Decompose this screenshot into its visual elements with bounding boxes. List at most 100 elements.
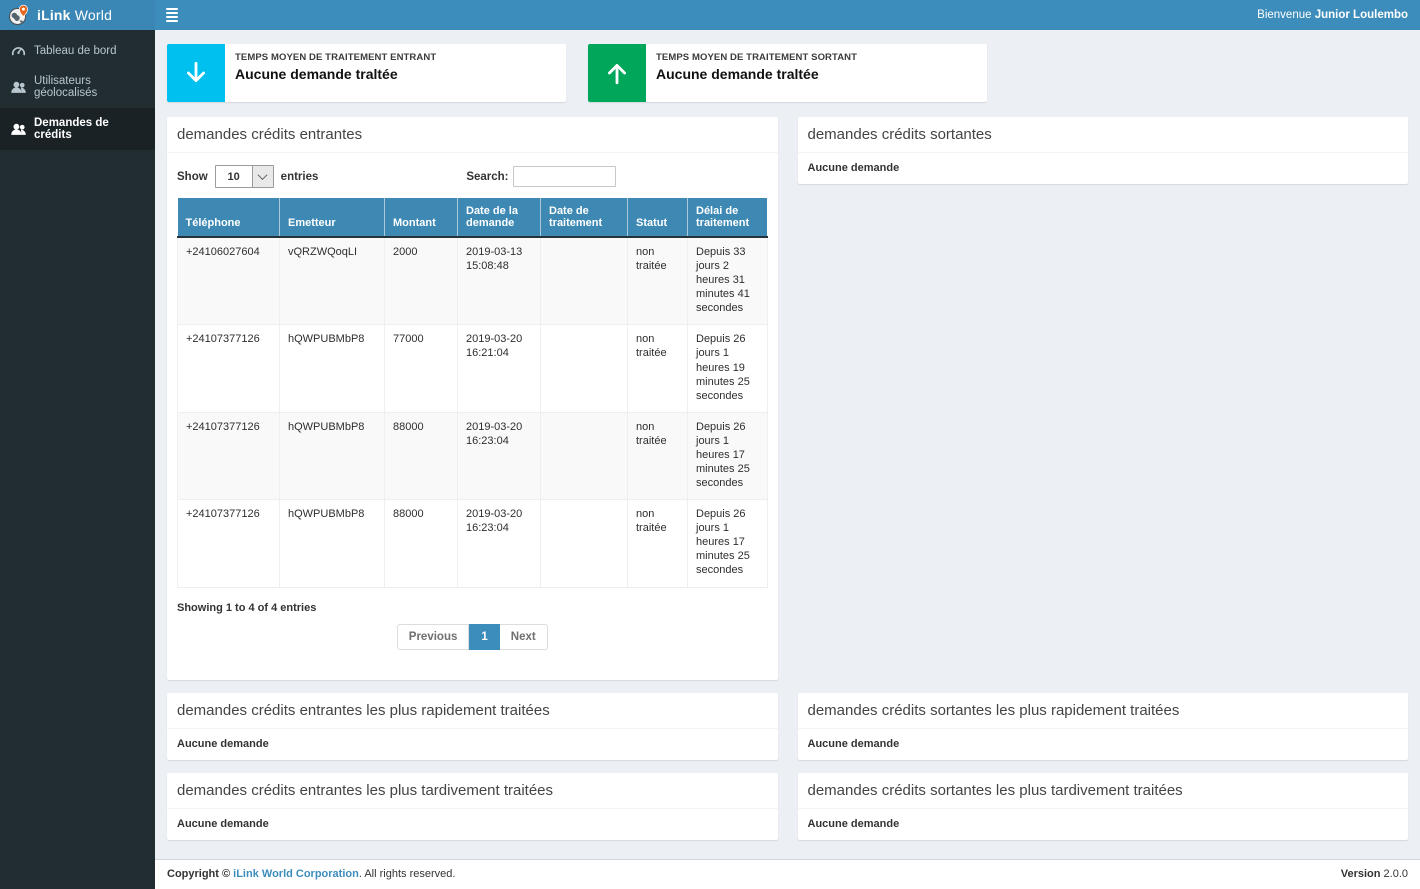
page-1-button[interactable]: 1	[469, 623, 500, 650]
table-cell: hQWPUBMbP8	[279, 411, 385, 501]
previous-page-button[interactable]: Previous	[396, 623, 470, 650]
table-cell: +24106027604	[177, 236, 280, 326]
table-cell: 2019-03-20 16:21:04	[457, 324, 541, 413]
panel-entrantes-tardivement: demandes crédits entrantes les plus tard…	[167, 772, 778, 840]
panel-demandes-entrantes: demandes crédits entrantes Show 10 entri…	[167, 117, 778, 680]
column-header[interactable]: Téléphone	[177, 198, 280, 238]
empty-message: Aucune demande	[798, 809, 1409, 840]
table-cell: 88000	[384, 411, 458, 501]
sidebar-item-label: Tableau de bord	[34, 45, 116, 57]
panel-title: demandes crédits entrantes	[167, 117, 778, 153]
company-link[interactable]: iLink World Corporation	[233, 868, 359, 880]
stat-card-entrant: TEMPS MOYEN DE TRAITEMENT ENTRANT Aucune…	[167, 44, 566, 102]
table-info: Showing 1 to 4 of 4 entries	[167, 588, 778, 616]
page-size-value: 10	[216, 166, 252, 187]
panel-title: demandes crédits sortantes les plus tard…	[797, 773, 1408, 809]
empty-message: Aucune demande	[798, 153, 1409, 184]
table-header-row: Téléphone Emetteur Montant Date de la deman…	[177, 198, 767, 238]
panel-title: demandes crédits entrantes les plus tard…	[167, 773, 778, 809]
stat-card-value: Aucune demande traltée	[235, 66, 436, 82]
users-icon	[11, 123, 26, 135]
table-cell: +24107377126	[177, 324, 280, 413]
page-footer: Copyright © iLink World Corporation. All…	[155, 858, 1420, 889]
pagination: Previous 1 Next	[167, 616, 778, 680]
brand-logo[interactable]: iLink World	[0, 0, 155, 30]
users-icon	[11, 81, 26, 93]
chevron-down-icon	[251, 166, 273, 187]
panel-demandes-sortantes: demandes crédits sortantes Aucune demand…	[797, 117, 1409, 184]
table-row: +24107377126 hQWPUBMbP8 77000 2019-03-20 16…	[177, 324, 768, 413]
table-cell: +24107377126	[177, 411, 280, 501]
entries-label: entries	[281, 171, 319, 183]
table-cell	[540, 411, 628, 501]
show-label: Show	[177, 171, 208, 183]
column-header[interactable]: Date de la demande	[457, 198, 541, 238]
sidebar-item-tableau-de-bord[interactable]: Tableau de bord	[0, 35, 155, 66]
table-row: +24106027604 vQRZWQoqLI 2000 2019-03-13 15:…	[177, 236, 768, 326]
column-header[interactable]: Date de traitement	[540, 198, 628, 238]
column-header[interactable]: Statut	[627, 198, 688, 238]
table-cell: Depuis 33 jours 2 heures 31 minutes 41 s…	[687, 236, 768, 326]
table-cell	[540, 324, 628, 413]
table-cell: non traitée	[627, 324, 688, 413]
column-header[interactable]: Délai de traitement	[687, 198, 767, 238]
sidebar-item-label: Demandes de crédits	[34, 117, 147, 141]
column-header[interactable]: Emetteur	[279, 198, 385, 238]
table-row: +24107377126 hQWPUBMbP8 88000 2019-03-20 16…	[177, 411, 768, 501]
table-cell	[540, 236, 628, 326]
gauge-icon	[11, 47, 26, 56]
search-input[interactable]	[512, 166, 616, 187]
next-page-button[interactable]: Next	[499, 623, 548, 650]
table-cell	[540, 499, 628, 588]
stat-card-title: TEMPS MOYEN DE TRAITEMENT ENTRANT	[235, 52, 436, 63]
table-cell: 2019-03-20 16:23:04	[457, 411, 541, 501]
table-cell: hQWPUBMbP8	[279, 324, 385, 413]
entrantes-table: Téléphone Emetteur Montant Date de la deman…	[177, 198, 768, 588]
page-size-select[interactable]: 10	[214, 165, 274, 188]
table-cell: Depuis 26 jours 1 heures 17 minutes 25 s…	[687, 499, 768, 588]
stat-card-title: TEMPS MOYEN DE TRAITEMENT SORTANT	[656, 52, 857, 63]
empty-message: Aucune demande	[167, 809, 778, 840]
panel-sortantes-rapidement: demandes crédits sortantes les plus rapi…	[797, 692, 1409, 760]
empty-message: Aucune demande	[798, 729, 1409, 760]
table-cell: 77000	[384, 324, 458, 413]
table-length-control: Show 10 entries	[177, 165, 318, 188]
stat-card-sortant: TEMPS MOYEN DE TRAITEMENT SORTANT Aucune…	[588, 44, 987, 102]
app-title: iLink World	[37, 7, 112, 23]
sidebar-toggle-button[interactable]	[164, 4, 180, 26]
table-cell: Depuis 26 jours 1 heures 19 minutes 25 s…	[687, 324, 768, 413]
table-cell: non traitée	[627, 236, 688, 326]
version-text: Version 2.0.0	[1341, 868, 1408, 880]
sidebar-item-label: Utilisateurs géolocalisés	[34, 75, 147, 99]
sidebar: Tableau de bord Utilisateurs géolocalisé…	[0, 30, 155, 889]
arrow-up-icon	[588, 44, 646, 102]
panel-sortantes-tardivement: demandes crédits sortantes les plus tard…	[797, 772, 1409, 840]
table-cell: +24107377126	[177, 499, 280, 588]
table-cell: 2000	[384, 236, 458, 326]
table-cell: non traitée	[627, 411, 688, 501]
arrow-down-icon	[167, 44, 225, 102]
empty-message: Aucune demande	[167, 729, 778, 760]
panel-title: demandes crédits sortantes les plus rapi…	[797, 693, 1408, 729]
table-cell: Depuis 26 jours 1 heures 17 minutes 25 s…	[687, 411, 768, 501]
top-navbar: iLink World Bienvenue Junior Loulembo	[0, 0, 1420, 30]
table-cell: vQRZWQoqLI	[279, 236, 385, 326]
search-label: Search:	[466, 171, 508, 183]
stat-card-value: Aucune demande traltée	[656, 66, 857, 82]
table-cell: 2019-03-13 15:08:48	[457, 236, 541, 326]
table-cell: 2019-03-20 16:23:04	[457, 499, 541, 588]
copyright-text: Copyright © iLink World Corporation. All…	[167, 868, 455, 880]
panel-title: demandes crédits sortantes	[797, 117, 1408, 153]
table-row: +24107377126 hQWPUBMbP8 88000 2019-03-20 16…	[177, 499, 768, 588]
table-cell: 88000	[384, 499, 458, 588]
table-cell: non traitée	[627, 499, 688, 588]
globe-pin-icon	[8, 4, 28, 26]
sidebar-item-utilisateurs-geolocalises[interactable]: Utilisateurs géolocalisés	[0, 66, 155, 108]
sidebar-item-demandes-de-credits[interactable]: Demandes de crédits	[0, 108, 155, 150]
panel-title: demandes crédits entrantes les plus rapi…	[167, 693, 778, 729]
table-cell: hQWPUBMbP8	[279, 499, 385, 588]
column-header[interactable]: Montant	[384, 198, 458, 238]
panel-entrantes-rapidement: demandes crédits entrantes les plus rapi…	[167, 692, 778, 760]
main-content: TEMPS MOYEN DE TRAITEMENT ENTRANT Aucune…	[155, 30, 1420, 859]
welcome-message: Bienvenue Junior Loulembo	[1257, 9, 1408, 21]
